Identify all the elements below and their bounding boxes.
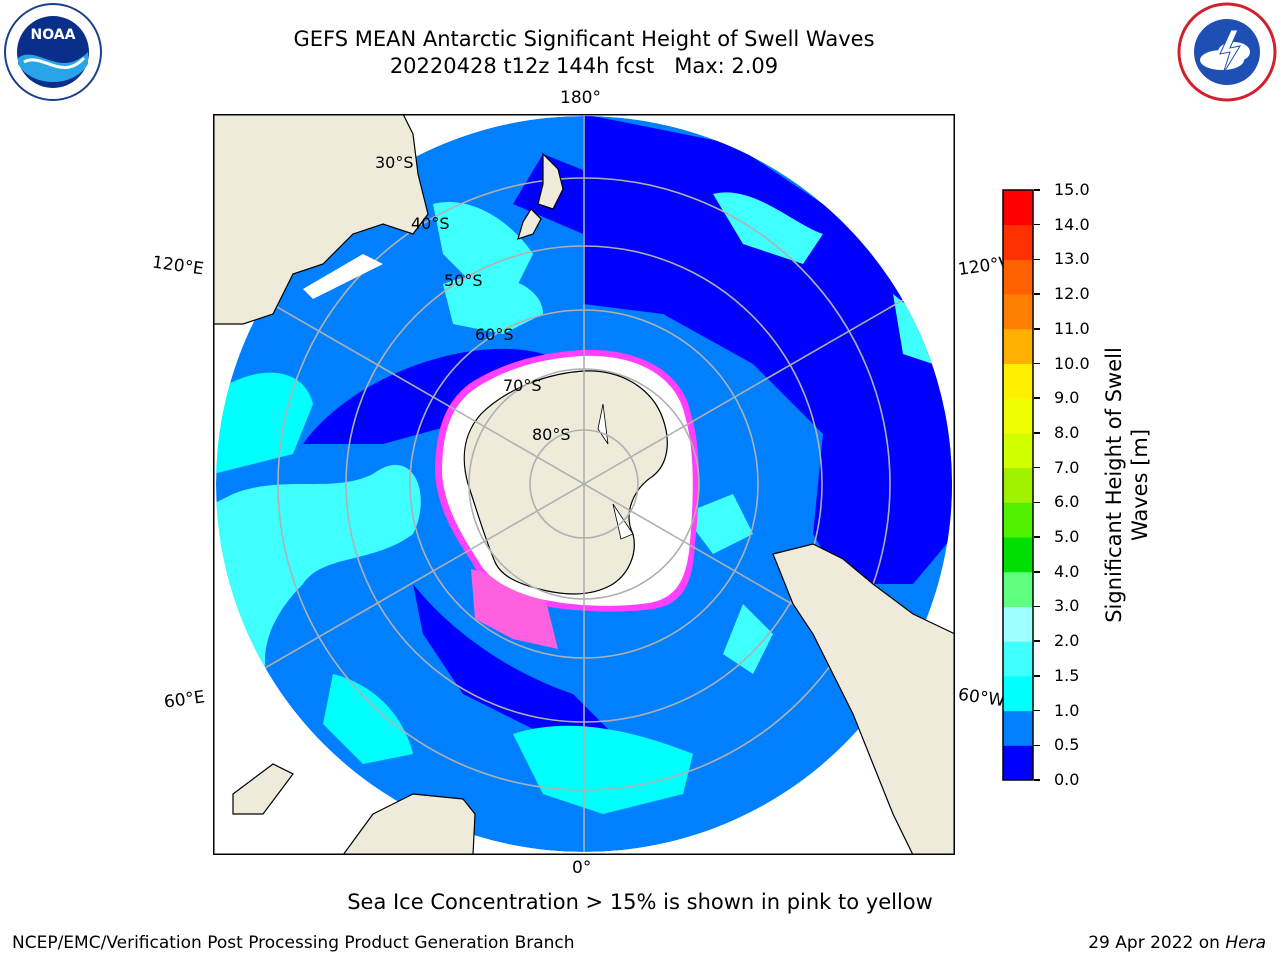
colorbar-segment [1003, 294, 1033, 330]
colorbar-tick-mark [1034, 605, 1040, 608]
colorbar-tick-label: 7.0 [1054, 457, 1080, 477]
sea-ice-caption: Sea Ice Concentration > 15% is shown in … [347, 890, 933, 914]
colorbar-tick-label: 1.5 [1054, 665, 1080, 685]
colorbar-tick-label: 2.0 [1054, 631, 1080, 651]
colorbar-tick-mark [1034, 744, 1040, 747]
colorbar-tick-mark [1034, 189, 1040, 191]
colorbar-tick-label: 15.0 [1054, 180, 1090, 199]
polar-map: 30°S 40°S 50°S 60°S 70°S 80°S [213, 114, 955, 855]
lon-label-120e: 120°E [150, 252, 205, 280]
footer-date: 29 Apr 2022 on Hera [1088, 933, 1266, 953]
colorbar-segment [1003, 502, 1033, 538]
colorbar-label-line-2: Waves [m] [1128, 428, 1152, 542]
colorbar-tick-mark [1034, 501, 1040, 504]
colorbar-tick-mark [1034, 466, 1040, 469]
lat-label-60s: 60°S [475, 325, 514, 344]
colorbar-segment [1003, 432, 1033, 469]
lon-label-60w: 60°W [956, 684, 1007, 712]
colorbar-border [1002, 189, 1034, 781]
colorbar-tick-mark [1034, 258, 1040, 261]
colorbar-tick-mark [1034, 571, 1040, 573]
nws-logo [1177, 2, 1277, 102]
lat-label-80s: 80°S [532, 425, 571, 444]
colorbar-label-line-1: Significant Height of Swell [1102, 347, 1126, 623]
colorbar-tick-mark [1034, 709, 1040, 712]
lon-label-180: 180° [560, 88, 601, 108]
colorbar-tick-label: 14.0 [1054, 214, 1090, 234]
colorbar-tick-mark [1034, 675, 1040, 677]
lon-label-0: 0° [572, 858, 592, 878]
footer-host: Hera [1225, 933, 1266, 953]
colorbar-segment [1003, 641, 1033, 677]
footer-credit: NCEP/EMC/Verification Post Processing Pr… [12, 933, 575, 953]
colorbar-tick-label: 13.0 [1054, 249, 1090, 269]
lat-label-30s: 30°S [375, 153, 414, 172]
colorbar-segment [1003, 710, 1033, 746]
colorbar-tick-label: 1.0 [1054, 700, 1080, 720]
lat-label-40s: 40°S [411, 214, 450, 233]
colorbar-segment [1003, 537, 1033, 573]
colorbar-segment [1003, 571, 1033, 607]
continents [213, 114, 955, 855]
colorbar-tick-label: 8.0 [1054, 422, 1080, 442]
colorbar-label: Significant Height of Swell Waves [m] [1101, 347, 1153, 623]
colorbar-tick-label: 6.0 [1054, 492, 1080, 512]
lon-label-60e: 60°E [162, 687, 207, 713]
colorbar-segment [1003, 398, 1033, 434]
footer-date-text: 29 Apr 2022 on [1088, 933, 1226, 953]
colorbar-tick-mark [1034, 397, 1040, 399]
colorbar-tick-label: 12.0 [1054, 284, 1090, 304]
colorbar-tick-mark [1034, 536, 1040, 538]
colorbar-tick-label: 3.0 [1054, 596, 1080, 616]
noaa-logo-text: NOAA [31, 27, 76, 43]
colorbar-tick-label: 0.5 [1054, 735, 1080, 755]
colorbar-segment [1003, 363, 1033, 399]
colorbar-tick-mark [1034, 432, 1040, 434]
colorbar-segment [1003, 675, 1033, 712]
colorbar-segment [1003, 259, 1033, 295]
lat-label-50s: 50°S [444, 271, 483, 290]
colorbar-segment [1003, 190, 1033, 226]
colorbar-tick-mark [1034, 328, 1040, 330]
colorbar-tick-mark [1034, 362, 1040, 365]
colorbar-tick-label: 5.0 [1054, 527, 1080, 547]
lat-label-70s: 70°S [503, 376, 542, 395]
colorbar-segment [1003, 467, 1033, 503]
colorbar-segment [1003, 328, 1033, 365]
chart-title: GEFS MEAN Antarctic Significant Height o… [184, 26, 984, 80]
colorbar-segment [1003, 745, 1033, 781]
colorbar-tick-mark [1034, 779, 1040, 781]
colorbar-tick-mark [1034, 640, 1040, 642]
colorbar-segment [1003, 224, 1033, 260]
colorbar-tick-label: 9.0 [1054, 388, 1080, 408]
colorbar-tick-label: 11.0 [1054, 318, 1090, 338]
title-line-2: 20220428 t12z 144h fcst Max: 2.09 [389, 54, 779, 78]
colorbar-tick-mark [1034, 293, 1040, 295]
colorbar-tick-label: 4.0 [1054, 561, 1080, 581]
colorbar-segment [1003, 606, 1033, 642]
colorbar-tick-label: 0.0 [1054, 770, 1080, 789]
colorbar [1002, 189, 1034, 781]
title-line-1: GEFS MEAN Antarctic Significant Height o… [293, 27, 875, 51]
colorbar-tick-label: 10.0 [1054, 353, 1090, 373]
colorbar-tick-mark [1034, 223, 1040, 226]
noaa-logo: NOAA [4, 3, 102, 101]
